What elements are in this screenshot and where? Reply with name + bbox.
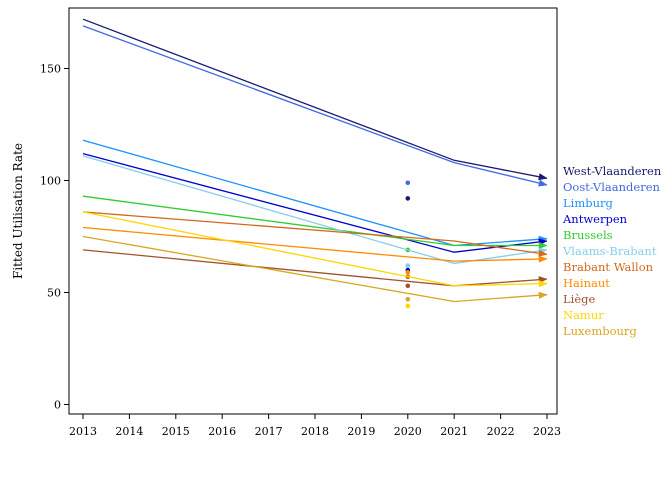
series-li-ge: Liège — [82, 249, 595, 306]
series-line-hainaut — [82, 226, 548, 262]
x-tick-label-2015: 2015 — [162, 425, 190, 438]
series-arrow-brussels — [538, 241, 548, 250]
legend-label-west-vlaanderen: West-Vlaanderen — [563, 164, 662, 178]
series-line-li-ge — [82, 249, 548, 287]
legend-label-oost-vlaanderen: Oost-Vlaanderen — [563, 180, 660, 194]
point-2020-luxembourg — [405, 296, 411, 302]
series-arrow-oost-vlaanderen — [538, 179, 548, 187]
legend-label-limburg: Limburg — [563, 196, 613, 210]
series-arrow-west-vlaanderen — [538, 173, 548, 181]
series-line-namur — [82, 211, 548, 287]
series-line-oost-vlaanderen — [82, 25, 548, 186]
series-arrow-hainaut — [538, 255, 548, 263]
series-line-luxembourg — [82, 235, 548, 303]
x-tick-label-2020: 2020 — [394, 425, 422, 438]
legend-label-brussels: Brussels — [563, 228, 613, 242]
series-oost-vlaanderen: Oost-Vlaanderen — [82, 25, 660, 194]
legend-label-antwerpen: Antwerpen — [562, 212, 628, 226]
series-vlaams-brabant: Vlaams-Brabant — [82, 155, 657, 268]
point-2020-west-vlaanderen — [405, 196, 411, 201]
series-hainaut: Hainaut — [82, 226, 610, 290]
point-2020-vlaams-brabant — [405, 263, 411, 268]
y-tick-label-150: 150 — [40, 63, 61, 76]
series-arrow-brabant-wallon — [538, 249, 548, 257]
series-namur: Namur — [82, 211, 604, 322]
series-line-vlaams-brabant — [82, 155, 548, 265]
legend-label-hainaut: Hainaut — [563, 276, 610, 290]
y-tick-label-100: 100 — [40, 175, 61, 188]
legend-label-li-ge: Liège — [563, 292, 595, 306]
x-tick-label-2021: 2021 — [440, 425, 468, 438]
legend-label-luxembourg: Luxembourg — [563, 324, 637, 338]
x-tick-label-2014: 2014 — [115, 425, 143, 438]
series-brussels: Brussels — [82, 195, 613, 253]
x-tick-label-2019: 2019 — [347, 425, 375, 438]
series-luxembourg: Luxembourg — [82, 235, 637, 338]
series-arrow-namur — [538, 280, 548, 288]
series-west-vlaanderen: West-Vlaanderen — [82, 18, 662, 201]
series-line-brussels — [82, 195, 547, 247]
point-2020-hainaut — [405, 270, 411, 275]
x-tick-label-2017: 2017 — [255, 425, 283, 438]
point-2020-namur — [405, 303, 411, 309]
legend-label-brabant-wallon: Brabant Wallon — [563, 260, 654, 274]
legend-label-namur: Namur — [563, 308, 604, 322]
plot-frame — [68, 7, 558, 415]
series-brabant-wallon: Brabant Wallon — [82, 211, 654, 280]
y-tick-label-50: 50 — [47, 287, 61, 300]
x-tick-label-2022: 2022 — [487, 425, 515, 438]
y-axis-label: Fitted Utilisation Rate — [11, 143, 25, 279]
x-tick-label-2016: 2016 — [208, 425, 236, 438]
point-2020-li-ge — [405, 283, 411, 289]
point-2020-oost-vlaanderen — [405, 180, 411, 186]
y-tick-label-0: 0 — [54, 399, 61, 412]
series-line-west-vlaanderen — [82, 18, 548, 179]
x-tick-label-2023: 2023 — [533, 425, 561, 438]
series-arrow-luxembourg — [538, 291, 548, 299]
x-tick-label-2018: 2018 — [301, 425, 329, 438]
x-tick-label-2013: 2013 — [69, 425, 97, 438]
series-line-antwerpen — [82, 152, 548, 253]
series-line-brabant-wallon — [82, 211, 548, 256]
series-limburg: Limburg — [82, 139, 613, 268]
legend-label-vlaams-brabant: Vlaams-Brabant — [562, 244, 657, 258]
